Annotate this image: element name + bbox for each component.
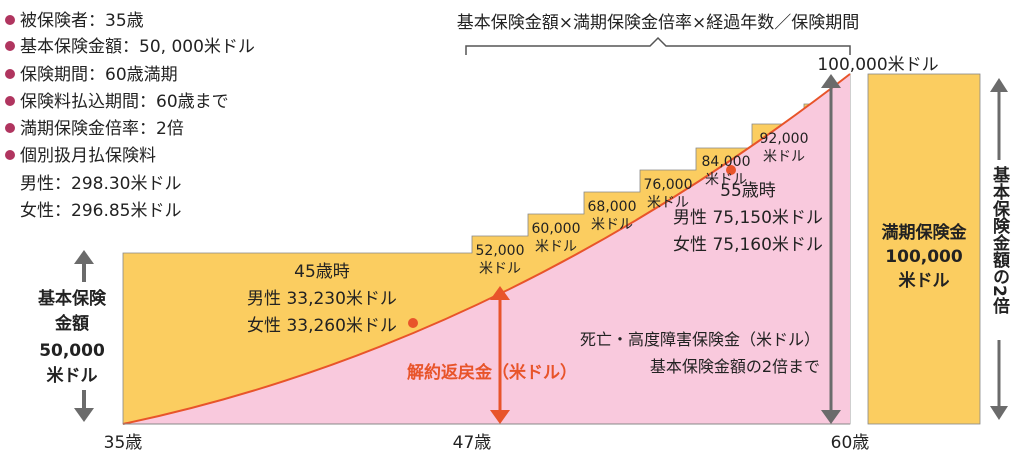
base-amount-unit: 米ドル bbox=[47, 365, 98, 386]
step-amount: 84,000 bbox=[702, 154, 751, 170]
spec-bullet bbox=[5, 123, 15, 133]
step-unit: 米ドル bbox=[479, 261, 521, 277]
death-benefit-label: 死亡・高度障害保険金（米ドル） bbox=[580, 330, 820, 349]
step-amount: 76,000 bbox=[644, 177, 693, 193]
x-tick: 60歳 bbox=[831, 433, 870, 453]
spec-bullet bbox=[5, 69, 15, 79]
step-unit: 米ドル bbox=[647, 195, 689, 211]
point-55-title: 55歳時 bbox=[720, 181, 776, 201]
spec-item: 保険期間：60歳満期 bbox=[20, 65, 178, 85]
point-55-marker bbox=[726, 165, 736, 175]
spec-bullet bbox=[5, 96, 15, 106]
step-unit: 米ドル bbox=[763, 149, 805, 165]
x-tick: 47歳 bbox=[453, 433, 492, 453]
base-amount-arrow bbox=[74, 250, 94, 422]
formula-bracket bbox=[465, 36, 851, 55]
double-amount-label: 基本保険金額の2倍 bbox=[989, 165, 1011, 315]
premium-female: 女性：296.85米ドル bbox=[20, 201, 181, 221]
surrender-value-area bbox=[123, 74, 850, 424]
death-benefit-arrow bbox=[821, 74, 841, 424]
spec-item: 個別扱月払保険料 bbox=[20, 146, 156, 166]
point-45-male: 男性 33,230米ドル bbox=[247, 289, 397, 309]
step-unit: 米ドル bbox=[535, 239, 577, 255]
step-unit: 米ドル bbox=[705, 172, 747, 188]
spec-bullet bbox=[5, 150, 15, 160]
spec-item: 基本保険金額：50, 000米ドル bbox=[20, 37, 255, 57]
surrender-label: 解約返戻金（米ドル） bbox=[407, 362, 577, 383]
spec-bullet bbox=[5, 41, 15, 51]
point-55-female: 女性 75,160米ドル bbox=[673, 235, 823, 255]
formula-text: 基本保険金額×満期保険金倍率×経過年数／保険期間 bbox=[457, 13, 860, 33]
step-amount: 52,000 bbox=[476, 243, 525, 259]
spec-item: 被保険者：35歳 bbox=[20, 11, 144, 31]
point-45-female: 女性 33,260米ドル bbox=[247, 316, 397, 336]
spec-bullet bbox=[5, 15, 15, 25]
point-55-male: 男性 75,150米ドル bbox=[673, 208, 823, 228]
base-amount-value: 50,000 bbox=[39, 341, 105, 361]
spec-item: 満期保険金倍率：2倍 bbox=[20, 119, 184, 139]
maturity-amount: 100,000 bbox=[885, 247, 963, 267]
maturity-title: 満期保険金 bbox=[882, 222, 968, 243]
point-45-title: 45歳時 bbox=[294, 262, 350, 282]
maturity-bar bbox=[867, 73, 981, 425]
death-benefit-note: 基本保険金額の2倍まで bbox=[650, 357, 820, 376]
spec-list: 被保険者：35歳 基本保険金額：50, 000米ドル 保険期間：60歳満期 保険… bbox=[5, 11, 255, 221]
top-amount: 100,000米ドル bbox=[817, 55, 938, 75]
double-amount-arrow bbox=[990, 78, 1008, 420]
step-amount: 68,000 bbox=[588, 199, 637, 215]
point-45-marker bbox=[408, 318, 418, 328]
x-tick: 35歳 bbox=[104, 433, 143, 453]
premium-male: 男性：298.30米ドル bbox=[20, 174, 181, 194]
step-unit: 米ドル bbox=[591, 217, 633, 233]
step-amount: 92,000 bbox=[760, 131, 809, 147]
base-amount-label: 金額 bbox=[54, 313, 89, 334]
surrender-value-arrow bbox=[490, 286, 510, 424]
step-amount: 60,000 bbox=[532, 221, 581, 237]
maturity-unit: 米ドル bbox=[899, 270, 950, 291]
base-amount-label: 基本保険 bbox=[37, 288, 107, 309]
spec-item: 保険料払込期間：60歳まで bbox=[20, 92, 229, 112]
